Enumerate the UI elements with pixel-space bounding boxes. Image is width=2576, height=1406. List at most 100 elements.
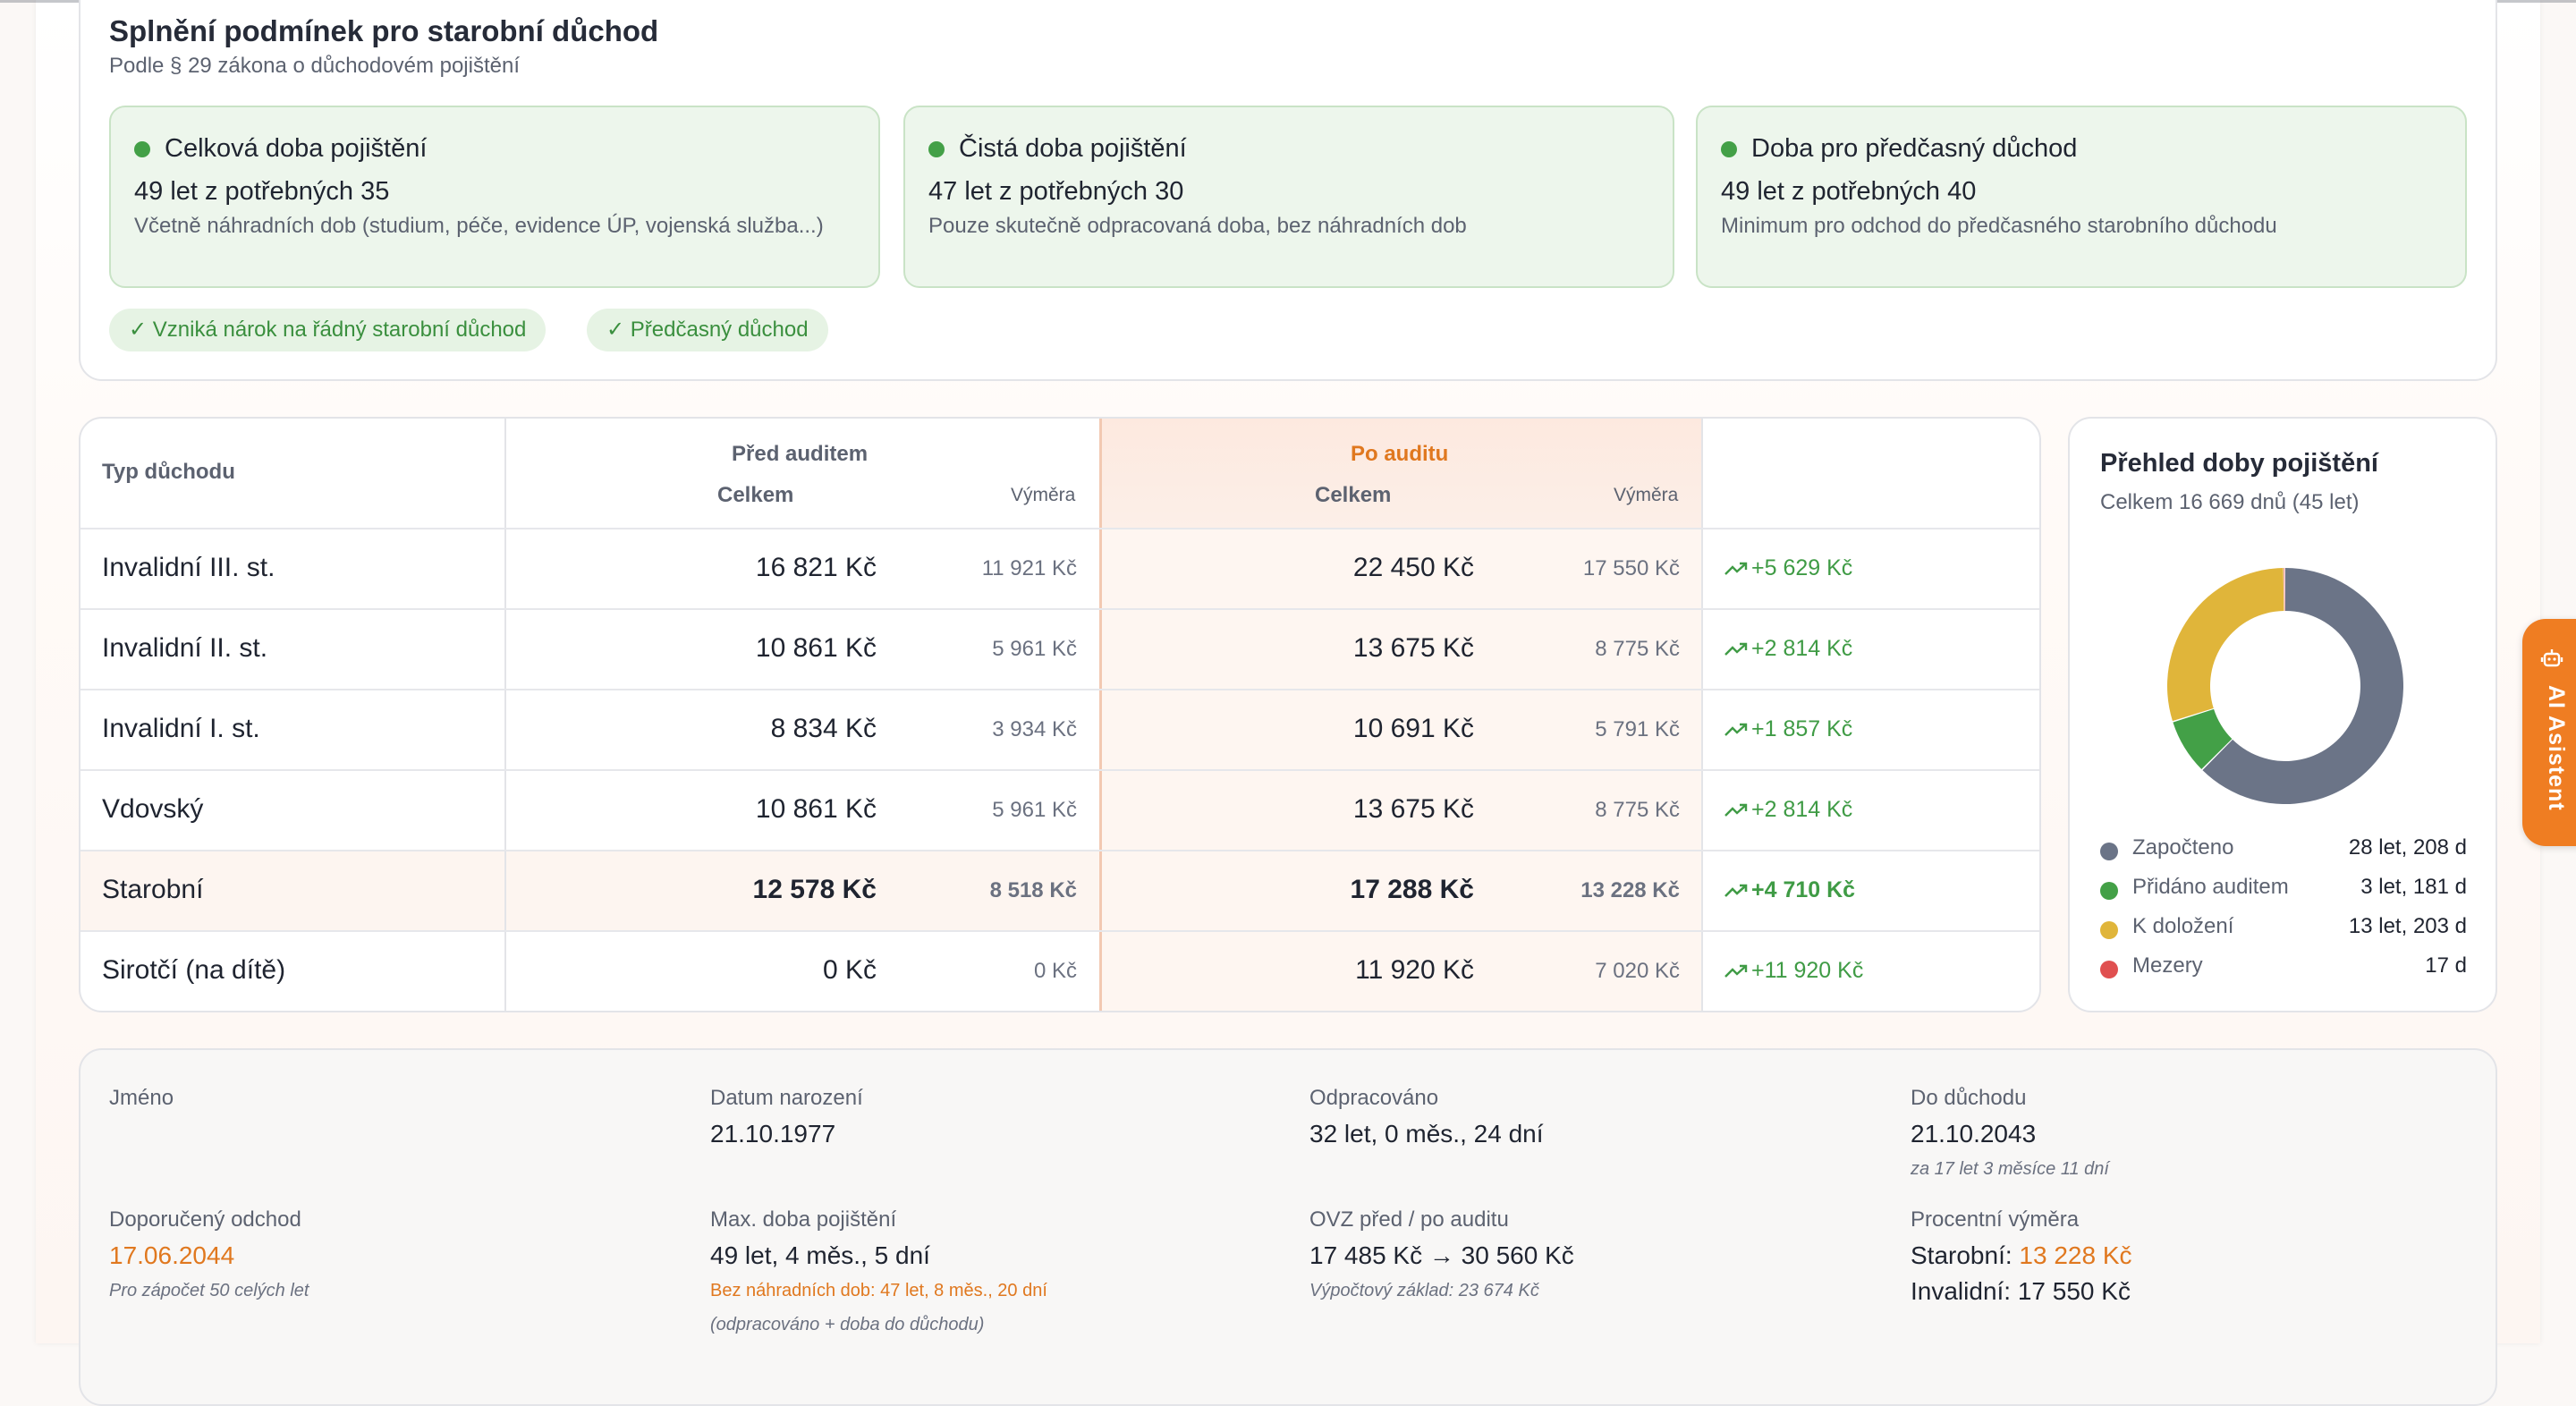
pension-type: Invalidní I. st. [102,714,260,743]
pct-old-value: 13 228 Kč [2019,1241,2132,1269]
condition-value: 47 let z potřebných 30 [928,177,1184,206]
retire-note: za 17 let 3 měsíce 11 dní [1911,1159,2109,1179]
retire-label: Do důchodu [1911,1086,2027,1110]
diff-text: +11 920 Kč [1751,958,1864,983]
overview-subtitle: Celkem 16 669 dnů (45 let) [2100,490,2360,514]
ovz-label: OVZ před / po auditu [1309,1207,1509,1232]
after-vymera: 13 228 Kč [1580,878,1680,902]
trending-up-icon [1724,965,1748,978]
before-vymera: 0 Kč [1033,959,1077,983]
legend-label: Mezery [2132,953,2203,978]
ai-assistant-label: AI Asistent [2544,685,2569,811]
legend-value: 3 let, 181 d [2360,875,2467,899]
insurance-overview-card: Přehled doby pojištění Celkem 16 669 dnů… [2068,417,2497,1012]
maxins-value: 49 let, 4 měs., 5 dní [710,1241,930,1269]
before-total: 10 861 Kč [755,794,877,824]
after-total: 11 920 Kč [1355,955,1474,985]
pension-type: Invalidní II. st. [102,633,268,663]
conditions-card: Splnění podmínek pro starobní důchod Pod… [79,0,2497,381]
condition-net-insurance: Čistá doba pojištění 47 let z potřebných… [903,106,1674,288]
trending-up-icon [1724,724,1748,737]
diff-value: +11 920 Kč [1724,958,1863,984]
before-total: 0 Kč [822,955,877,985]
diff-value: +4 710 Kč [1724,877,1855,903]
after-vymera: 17 550 Kč [1582,556,1680,580]
before-vymera: 8 518 Kč [989,878,1077,902]
legend-item: K doložení 13 let, 203 d [2100,914,2467,944]
pension-type: Invalidní III. st. [102,553,275,582]
legend-label: Započteno [2132,835,2234,860]
before-total: 12 578 Kč [752,875,877,904]
badge-early-pension: ✓ Předčasný důchod [587,309,828,352]
after-total: 22 450 Kč [1352,553,1474,582]
status-dot [928,141,945,157]
recommended-value: 17.06.2044 [109,1241,235,1269]
legend-item: Započteno 28 let, 208 d [2100,835,2467,866]
condition-title: Čistá doba pojištění [959,134,1187,163]
conditions-title: Splnění podmínek pro starobní důchod [109,14,659,47]
ovz-value: 17 485 Kč → 30 560 Kč [1309,1241,1574,1269]
overview-title: Přehled doby pojištění [2100,449,2378,478]
ai-assistant-tab[interactable]: AI Asistent [2522,619,2576,846]
diff-value: +2 814 Kč [1724,797,1852,823]
donut-slice-k-doložení [2167,568,2284,722]
before-vymera: 5 961 Kč [992,798,1077,822]
col-divider-audit [1099,419,1102,1011]
diff-text: +2 814 Kč [1751,797,1853,822]
after-audit-header-bg [1100,419,1701,529]
row-divider [80,528,2039,529]
conditions-subtitle: Podle § 29 zákona o důchodovém pojištění [109,54,520,78]
after-vymera: 8 775 Kč [1595,798,1680,822]
donut-slice-započteno [2202,568,2403,804]
before-total: 8 834 Kč [770,714,877,743]
legend-label: K doložení [2132,914,2234,938]
birth-value: 21.10.1977 [710,1120,836,1148]
after-vymera: 5 791 Kč [1595,717,1680,741]
maxins-label: Max. doba pojištění [710,1207,897,1232]
row-divider [80,769,2039,771]
before-total: 16 821 Kč [755,553,877,582]
header-before-audit: Před auditem [732,442,869,466]
condition-early-retirement: Doba pro předčasný důchod 49 let z potře… [1696,106,2467,288]
before-total: 10 861 Kč [755,633,877,663]
before-vymera: 11 921 Kč [981,556,1077,580]
status-dot [1721,141,1737,157]
recommended-note: Pro zápočet 50 celých let [109,1281,309,1300]
legend-value: 17 d [2425,953,2467,978]
recommended-label: Doporučený odchod [109,1207,301,1232]
trending-up-icon [1724,885,1748,898]
badge-regular-pension: ✓ Vzniká nárok na řádný starobní důchod [109,309,547,352]
condition-total-insurance: Celková doba pojištění 49 let z potřebný… [109,106,880,288]
condition-desc: Včetně náhradních dob (studium, péče, ev… [134,214,824,238]
col-divider [504,419,506,1011]
legend-item: Přidáno auditem 3 let, 181 d [2100,875,2467,905]
before-vymera: 5 961 Kč [992,637,1077,661]
legend-dot [2100,921,2118,939]
diff-text: +1 857 Kč [1751,716,1853,741]
pct-old-label: Starobní: [1911,1241,2020,1269]
legend-dot [2100,961,2118,978]
pct-label: Procentní výměra [1911,1207,2080,1232]
condition-title: Doba pro předčasný důchod [1751,134,2078,163]
birth-label: Datum narození [710,1086,863,1110]
name-label: Jméno [109,1086,174,1110]
after-total: 13 675 Kč [1352,794,1474,824]
pct-old: Starobní: 13 228 Kč [1911,1241,2132,1270]
ovz-note: Výpočtový základ: 23 674 Kč [1309,1281,1539,1300]
header-before-vymera: Výměra [1011,485,1076,505]
row-divider [80,930,2039,932]
diff-text: +2 814 Kč [1751,636,1853,661]
after-vymera: 8 775 Kč [1595,637,1680,661]
legend-item: Mezery 17 d [2100,953,2467,984]
diff-text: +4 710 Kč [1751,877,1856,902]
legend-dot [2100,882,2118,900]
personal-info-card: Jméno Datum narození 21.10.1977 Odpracov… [79,1048,2497,1406]
legend-value: 28 let, 208 d [2348,835,2467,860]
legend-label: Přidáno auditem [2132,875,2289,899]
diff-value: +2 814 Kč [1724,636,1852,662]
condition-value: 49 let z potřebných 40 [1721,177,1977,206]
diff-value: +5 629 Kč [1724,555,1852,581]
after-vymera: 7 020 Kč [1595,959,1680,983]
header-after-total: Celkem [1315,483,1392,507]
highlight-row-bg [80,851,1100,932]
